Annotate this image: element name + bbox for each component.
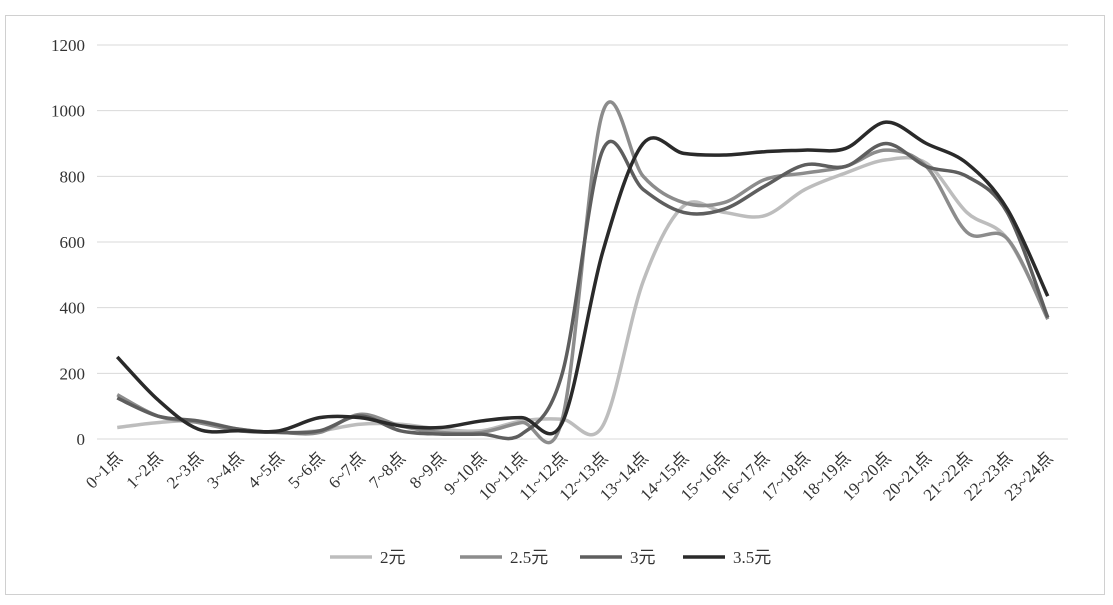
y-tick-label: 1200 [51,36,85,55]
y-tick-label: 600 [60,233,86,252]
y-tick-label: 800 [60,167,86,186]
y-tick-label: 200 [60,364,86,383]
series-line-0 [117,155,1050,437]
y-tick-label: 0 [77,430,86,449]
x-tick-label: 5~6点 [284,448,328,492]
y-tick-label: 400 [60,299,86,318]
legend-label: 2.5元 [510,548,548,567]
x-tick-label: 1~2点 [123,448,167,492]
x-tick-label: 3~4点 [203,448,247,492]
legend-label: 3元 [630,548,656,567]
series-line-3 [115,120,1050,436]
chart-frame [5,15,1105,595]
series-line-2 [116,139,1050,441]
y-tick-label: 1000 [51,102,85,121]
x-tick-label: 6~7点 [325,448,369,492]
legend-label: 3.5元 [733,548,771,567]
x-tick-label: 0~1点 [82,448,126,492]
x-tick-label: 2~3点 [163,448,207,492]
x-tick-label: 4~5点 [244,448,288,492]
legend-label: 2元 [380,548,406,567]
x-tick-label: 7~8点 [365,448,409,492]
